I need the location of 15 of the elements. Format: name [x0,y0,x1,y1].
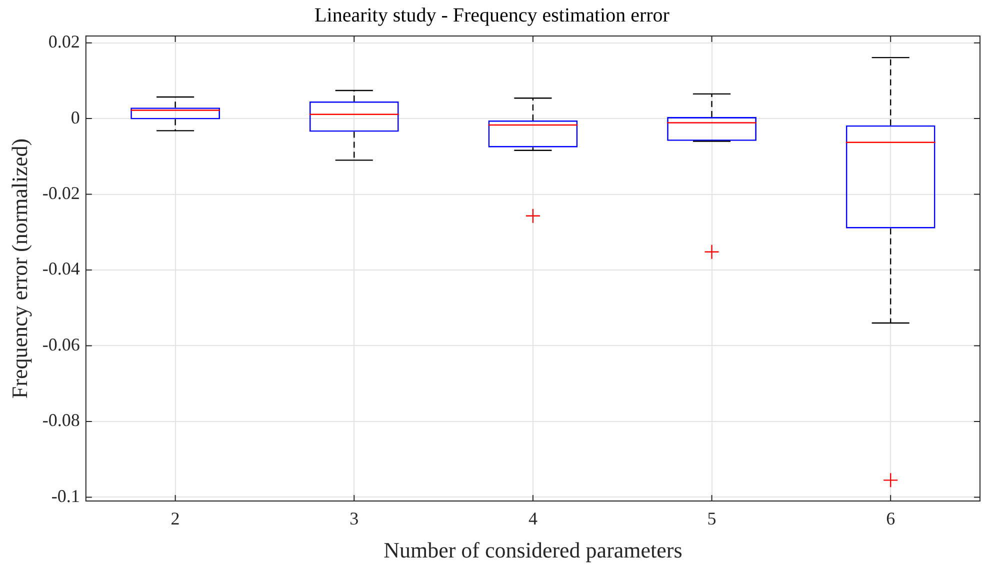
y-tick-label: 0.02 [48,32,80,52]
x-tick-label: 3 [350,508,359,529]
y-tick-label: -0.06 [42,334,80,354]
x-tick-label: 5 [707,508,716,529]
y-tick-label: -0.04 [42,258,80,279]
y-tick-label: -0.1 [51,486,80,506]
y-axis-title: Frequency error (normalized) [6,138,32,399]
x-axis-title: Number of considered parameters [384,538,682,563]
y-tick-label: 0 [70,107,80,128]
chart-title: Linearity study - Frequency estimation error [314,4,670,26]
x-tick-label: 2 [170,508,180,529]
y-tick-label: -0.08 [42,410,80,430]
y-tick-label: -0.02 [42,183,80,204]
x-tick-label: 4 [528,508,538,529]
x-tick-label: 6 [886,508,896,529]
